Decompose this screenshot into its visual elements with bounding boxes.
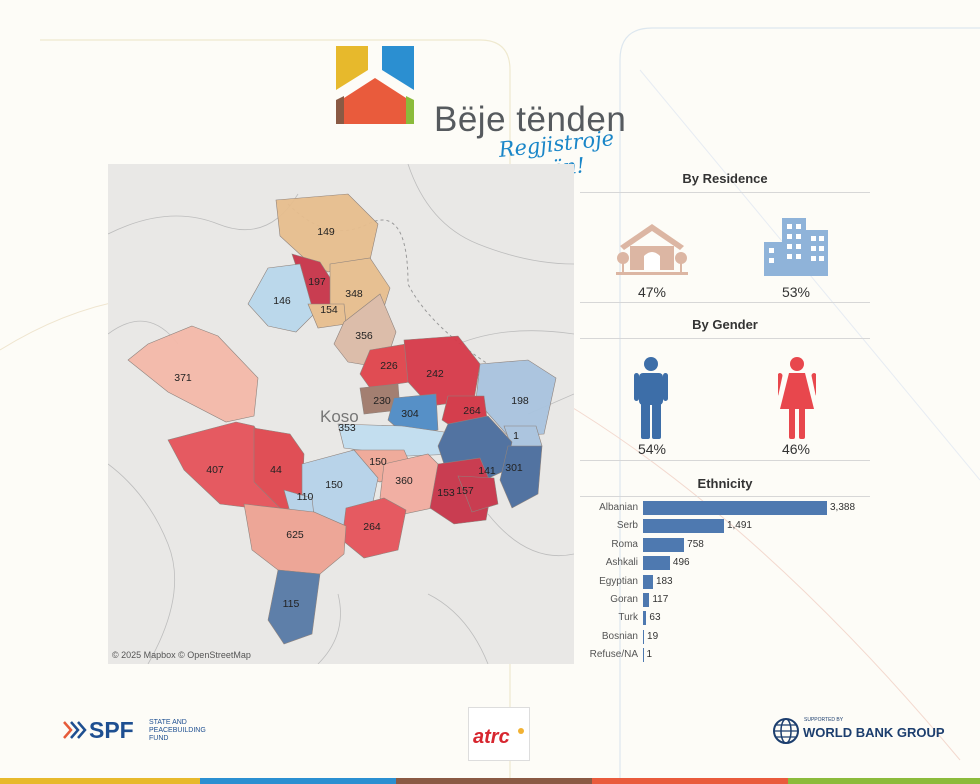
map-region-value: 226 <box>380 360 398 372</box>
buildings-icon <box>764 218 828 276</box>
ethnicity-row: Goran 117 <box>580 591 870 609</box>
ethnicity-value: 117 <box>652 594 669 605</box>
wb-name: WORLD BANK GROUP <box>803 725 945 740</box>
ethnicity-value: 1 <box>646 649 653 661</box>
map-region-value: 304 <box>401 408 419 420</box>
map-region-value: 264 <box>463 405 481 417</box>
ethnicity-row: Bosnian 19 <box>580 628 870 646</box>
map-region-value: 356 <box>355 330 373 342</box>
urban-percent: 53% <box>781 284 811 300</box>
ethnicity-label: Bosnian <box>601 630 638 642</box>
map-region-value: 230 <box>373 395 391 407</box>
map-region-value: 150 <box>325 479 343 491</box>
ethnicity-bar[interactable] <box>643 501 827 515</box>
gender-title: By Gender <box>692 317 758 332</box>
wb-supported-by: SUPPORTED BY <box>804 717 844 723</box>
map-region-value: 264 <box>363 521 381 533</box>
ethnicity-bar[interactable] <box>643 648 644 663</box>
ethnicity-row: Ashkali 496 <box>580 554 870 572</box>
map-region-value: 348 <box>345 288 363 300</box>
divider <box>580 302 870 303</box>
map-region-value: 141 <box>478 465 496 477</box>
ethnicity-label: Ashkali <box>605 557 638 569</box>
male-percent: 54% <box>637 441 667 457</box>
ethnicity-bar[interactable] <box>643 519 724 534</box>
house-icon <box>616 224 688 275</box>
atrc-dot-icon <box>518 728 524 734</box>
spf-line2: PEACEBUILDING <box>149 727 206 734</box>
map-region-value: 115 <box>283 598 300 610</box>
ethnicity-row: Refuse/NA 1 <box>580 646 870 664</box>
divider <box>580 496 870 497</box>
brand-name: Bëje tënden <box>434 100 627 139</box>
house-logo-icon <box>336 46 414 124</box>
ethnicity-label: Serb <box>616 520 638 532</box>
map-region-value: 1 <box>513 430 519 442</box>
map-region-value: 154 <box>320 304 338 316</box>
footer-color-band <box>0 778 980 784</box>
ethnicity-value: 19 <box>647 630 659 642</box>
map-region-value: 242 <box>426 368 444 380</box>
ethnicity-value: 183 <box>655 575 673 587</box>
globe-icon <box>773 718 799 744</box>
man-icon <box>634 357 668 439</box>
brand-header: Bëje tënden Regjistroje pronën! <box>332 42 662 186</box>
ethnicity-bar[interactable] <box>643 593 650 607</box>
woman-icon <box>778 357 816 439</box>
ethnicity-value: 758 <box>687 538 704 550</box>
map-region-value: 371 <box>174 372 192 384</box>
ethnicity-label: Refuse/NA <box>589 649 638 661</box>
ethnicity-row: Turk 63 <box>580 609 870 627</box>
map-region-value: 110 <box>297 491 314 503</box>
residence-title: By Residence <box>682 171 768 186</box>
ethnicity-value: 63 <box>649 612 661 624</box>
divider <box>580 460 870 461</box>
map-region-value: 44 <box>270 464 282 476</box>
ethnicity-bar[interactable] <box>643 574 653 589</box>
ethnicity-value: 496 <box>672 557 690 569</box>
ethnicity-value: 1,491 <box>726 520 752 532</box>
map-region-value: 625 <box>286 529 304 541</box>
ethnicity-row: Egyptian 183 <box>580 573 870 591</box>
map-region-value: 353 <box>338 422 356 434</box>
atrc-logo: atrc <box>468 707 530 761</box>
ethnicity-label: Goran <box>610 594 638 605</box>
map-region-value: 198 <box>511 395 529 407</box>
ethnicity-label: Roma <box>611 538 638 550</box>
map-region-value: 197 <box>308 276 326 288</box>
map-country-label: Koso <box>320 407 359 426</box>
spf-line3: FUND <box>149 735 169 742</box>
ethnicity-bar[interactable] <box>643 556 670 571</box>
spf-line1: STATE AND <box>149 719 187 726</box>
atrc-text: atrc <box>473 726 510 748</box>
female-percent: 46% <box>781 441 811 457</box>
ethnicity-title: Ethnicity <box>697 476 753 491</box>
spf-abbr: SPF <box>89 717 134 743</box>
map-region-value: 360 <box>395 475 413 487</box>
ethnicity-value: 3,388 <box>830 502 856 513</box>
map-region-value: 407 <box>206 464 224 476</box>
map-region-value: 150 <box>369 456 387 468</box>
map-attribution[interactable]: © 2025 Mapbox © OpenStreetMap <box>112 650 251 660</box>
kosovo-map[interactable]: Koso 149 197 348 146 154 356 226 242 371… <box>108 164 574 664</box>
ethnicity-row: Albanian 3,388 <box>580 499 870 517</box>
map-region-value: 149 <box>317 226 335 238</box>
map-region-value: 146 <box>273 295 291 307</box>
map-region-value: 153 <box>437 487 455 499</box>
ethnicity-row: Roma 758 <box>580 536 870 554</box>
divider <box>580 192 870 193</box>
ethnicity-label: Albanian <box>599 502 638 513</box>
ethnicity-row: Serb 1,491 <box>580 517 870 535</box>
ethnicity-bar[interactable] <box>643 611 647 626</box>
ethnicity-label: Egyptian <box>599 575 638 587</box>
map-region-value: 157 <box>456 485 474 497</box>
map-region-value: 301 <box>505 462 523 474</box>
chevrons-icon <box>63 721 87 739</box>
ethnicity-label: Turk <box>618 612 638 624</box>
ethnicity-bar[interactable] <box>643 629 645 644</box>
divider <box>580 338 870 339</box>
rural-percent: 47% <box>637 284 667 300</box>
ethnicity-bar[interactable] <box>643 537 685 552</box>
map-canvas[interactable]: Koso 149 197 348 146 154 356 226 242 371… <box>108 164 574 664</box>
